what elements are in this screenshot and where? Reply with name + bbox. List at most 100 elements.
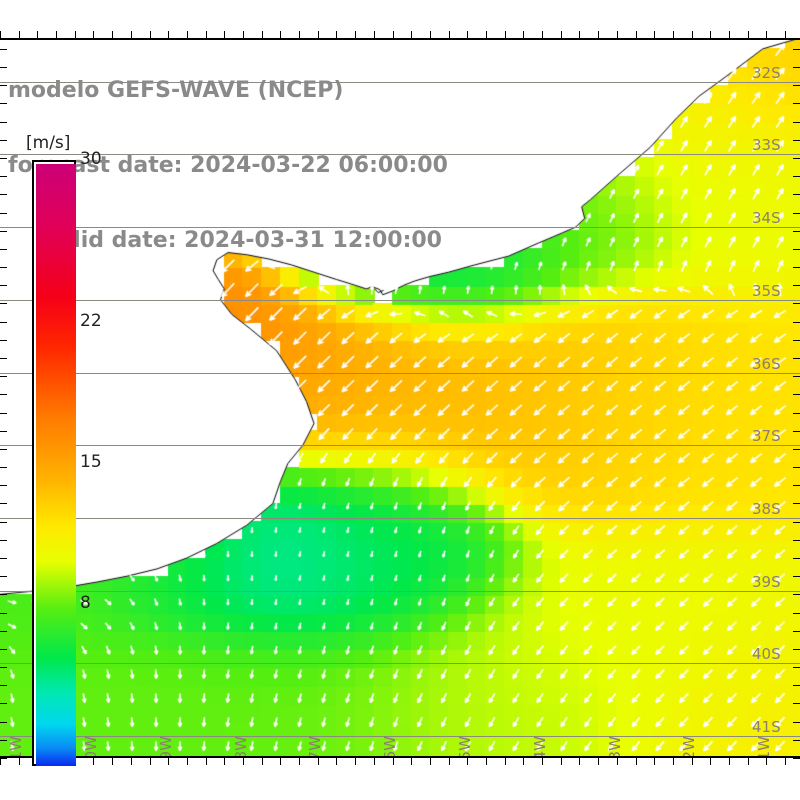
axis-tick (579, 31, 580, 38)
axis-tick (0, 594, 7, 595)
gridline-lat-36S (0, 373, 800, 374)
axis-tick (150, 758, 151, 765)
axis-tick (793, 285, 800, 286)
axis-tick (150, 31, 151, 38)
axis-tick (561, 31, 562, 38)
gridline-lat-40S (0, 663, 800, 664)
axis-tick (673, 758, 674, 765)
colorbar-tick-15: 15 (80, 452, 102, 472)
axis-tick (0, 558, 7, 559)
axis-tick (793, 249, 800, 250)
axis-tick (542, 31, 543, 38)
axis-tick (336, 31, 337, 38)
axis-tick (0, 31, 1, 38)
axis-tick (0, 340, 7, 341)
axis-tick (0, 485, 7, 486)
axis-tick (280, 31, 281, 38)
colorbar-units-label: [m/s] (26, 133, 71, 153)
axis-tick (654, 31, 655, 38)
axis-tick (692, 31, 693, 38)
axis-tick (56, 31, 57, 38)
axis-tick (187, 31, 188, 38)
axis-tick (262, 31, 263, 38)
axis-tick (793, 158, 800, 159)
axis-tick (617, 31, 618, 38)
axis-tick (299, 758, 300, 765)
axis-tick (598, 31, 599, 38)
axis-tick (793, 85, 800, 86)
axis-tick (467, 31, 468, 38)
axis-tick (0, 249, 7, 250)
axis-tick (523, 758, 524, 765)
axis-tick (793, 413, 800, 414)
axis-tick (793, 358, 800, 359)
colorbar-frame (32, 160, 76, 766)
axis-tick (793, 303, 800, 304)
axis-tick (0, 67, 7, 68)
axis-tick (393, 31, 394, 38)
axis-tick (793, 667, 800, 668)
axis-tick (224, 758, 225, 765)
axis-tick (793, 122, 800, 123)
axis-tick (299, 31, 300, 38)
axis-tick (0, 85, 7, 86)
axis-tick (636, 31, 637, 38)
axis-tick (766, 758, 767, 765)
axis-tick (793, 322, 800, 323)
axis-tick (793, 594, 800, 595)
axis-tick (785, 758, 786, 765)
axis-tick (0, 322, 7, 323)
axis-tick (0, 413, 7, 414)
axis-tick (0, 576, 7, 577)
axis-tick (168, 758, 169, 765)
axis-tick (793, 213, 800, 214)
axis-tick (766, 31, 767, 38)
axis-tick (355, 31, 356, 38)
axis-tick (793, 231, 800, 232)
axis-tick (0, 158, 7, 159)
axis-tick (793, 740, 800, 741)
axis-tick (0, 467, 7, 468)
axis-tick (793, 49, 800, 50)
axis-tick (243, 31, 244, 38)
axis-tick (0, 194, 7, 195)
axis-tick (0, 213, 7, 214)
axis-tick (793, 267, 800, 268)
axis-tick (793, 103, 800, 104)
wind-speed-colorbar[interactable] (32, 160, 76, 766)
axis-tick (710, 758, 711, 765)
axis-tick (0, 176, 7, 177)
axis-tick (748, 758, 749, 765)
axis-tick (793, 431, 800, 432)
axis-tick (0, 358, 7, 359)
map-plot-area[interactable]: 61W 60W 59W 58W 57W 56W 55W 54W 53W 52W 51W 32S 33S 3… (0, 38, 800, 758)
axis-tick (793, 540, 800, 541)
axis-tick (187, 758, 188, 765)
axis-tick (411, 758, 412, 765)
colorbar-tick-22: 22 (80, 310, 102, 331)
axis-tick (0, 267, 7, 268)
axis-tick (0, 140, 7, 141)
left-axis-ticks (0, 38, 13, 759)
axis-tick (729, 31, 730, 38)
gridline-lat-39S (0, 591, 800, 592)
axis-tick (318, 31, 319, 38)
axis-tick (793, 703, 800, 704)
axis-tick (318, 758, 319, 765)
axis-tick (729, 758, 730, 765)
right-axis-ticks (787, 38, 800, 759)
axis-tick (168, 31, 169, 38)
axis-tick (0, 503, 7, 504)
axis-tick (411, 31, 412, 38)
axis-tick (785, 31, 786, 38)
frame-top-border (0, 38, 800, 40)
axis-tick (0, 740, 7, 741)
axis-tick (523, 31, 524, 38)
axis-tick (793, 685, 800, 686)
gridline-lat-41S (0, 736, 800, 737)
axis-tick (710, 31, 711, 38)
axis-tick (131, 31, 132, 38)
axis-tick (0, 649, 7, 650)
axis-tick (262, 758, 263, 765)
gridline-lat-32S (0, 82, 800, 83)
